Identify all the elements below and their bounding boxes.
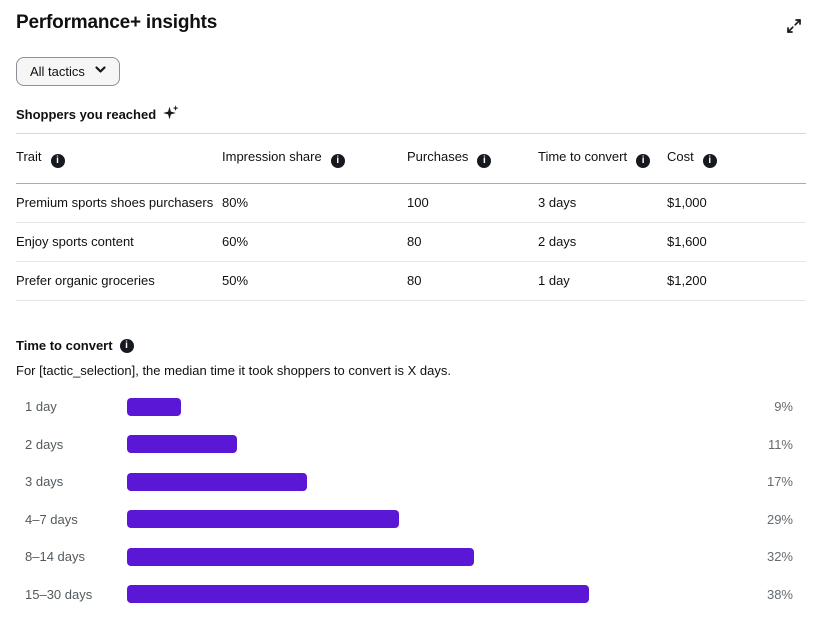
- table-cell: 80%: [222, 183, 407, 223]
- chart-category-label: 8–14 days: [25, 549, 85, 565]
- traits-table-header: Trait i Impression share i Purchases i Time…: [16, 133, 806, 184]
- table-cell: 2 days: [538, 222, 667, 262]
- time-to-convert-description: For [tactic_selection], the median time …: [16, 363, 451, 378]
- bar: [127, 472, 307, 491]
- chart-category-label: 2 days: [25, 436, 64, 452]
- col-header-cost: Cost i: [667, 133, 806, 184]
- col-header-label: Purchases: [407, 149, 469, 164]
- shoppers-reached-heading: Shoppers you reached: [16, 105, 806, 125]
- trait-cell: Enjoy sports content: [16, 222, 222, 262]
- bar-track: [118, 397, 754, 416]
- col-header-trait: Trait i: [16, 133, 222, 184]
- table-cell: $1,000: [667, 183, 806, 223]
- bar: [127, 510, 399, 529]
- col-header-label: Trait: [16, 149, 42, 164]
- tactics-dropdown-label: All tactics: [30, 63, 85, 79]
- table-cell: 80: [407, 222, 538, 262]
- shoppers-reached-heading-label: Shoppers you reached: [16, 107, 157, 122]
- table-cell: $1,200: [667, 261, 806, 301]
- table-cell: 60%: [222, 222, 407, 262]
- info-icon[interactable]: i: [477, 154, 492, 168]
- chart-row: 3 days 17%: [16, 463, 806, 501]
- table-row: Enjoy sports content 60% 80 2 days $1,600: [16, 222, 806, 262]
- table-row: Premium sports shoes purchasers 80% 100 3 d…: [16, 183, 806, 223]
- table-cell: $1,600: [667, 222, 806, 262]
- time-to-convert-heading: Time to convert i: [16, 338, 806, 354]
- table-cell: 50%: [222, 261, 407, 301]
- chart-row: 4–7 days 29%: [16, 501, 806, 539]
- traits-table: Trait i Impression share i Purchases i Time…: [16, 133, 806, 301]
- bar-track: [118, 585, 754, 604]
- time-to-convert-heading-label: Time to convert: [16, 338, 113, 353]
- trait-cell: Premium sports shoes purchasers: [16, 183, 222, 223]
- bar: [127, 585, 589, 604]
- chart-category-label: 15–30 days: [25, 586, 93, 602]
- bar-track: [118, 547, 754, 566]
- col-header-time-to-convert: Time to convert i: [538, 133, 667, 184]
- time-to-convert-chart: 1 day 9% 2 days 11% 3 days 17% 4–7 days 29% 8–14…: [16, 388, 806, 613]
- expand-button[interactable]: [782, 14, 806, 41]
- chart-category-label: 3 days: [25, 474, 64, 490]
- chart-row: 8–14 days 32%: [16, 538, 806, 576]
- bar: [127, 435, 237, 454]
- chart-row: 15–30 days 38%: [16, 576, 806, 614]
- chart-value-label: 11%: [767, 436, 793, 452]
- bar: [127, 547, 474, 566]
- tactics-dropdown[interactable]: All tactics: [16, 57, 120, 86]
- page-title: Performance+ insights: [16, 12, 218, 33]
- col-header-label: Time to convert: [538, 149, 628, 164]
- table-cell: 80: [407, 261, 538, 301]
- chevron-down-icon: [94, 63, 107, 80]
- col-header-label: Impression share: [222, 149, 322, 164]
- bar-track: [118, 435, 754, 454]
- chart-category-label: 1 day: [25, 399, 57, 415]
- info-icon[interactable]: i: [702, 154, 717, 168]
- trait-cell: Prefer organic groceries: [16, 261, 222, 301]
- chart-value-label: 32%: [766, 549, 793, 565]
- bar: [127, 397, 181, 416]
- info-icon[interactable]: i: [50, 154, 65, 168]
- table-cell: 100: [407, 183, 538, 223]
- bar-track: [118, 472, 754, 491]
- traits-table-body: Premium sports shoes purchasers 80% 100 3 d…: [16, 183, 806, 301]
- header: Performance+ insights: [16, 0, 806, 41]
- col-header-label: Cost: [667, 149, 694, 164]
- table-cell: 1 day: [538, 261, 667, 301]
- chart-value-label: 17%: [766, 474, 793, 490]
- col-header-impression-share: Impression share i: [222, 133, 407, 184]
- bar-track: [118, 510, 754, 529]
- expand-icon: [786, 19, 802, 37]
- chart-category-label: 4–7 days: [25, 511, 78, 527]
- chart-value-label: 9%: [774, 399, 793, 415]
- sparkle-icon: [163, 105, 179, 125]
- info-icon[interactable]: i: [330, 154, 345, 168]
- table-row: Prefer organic groceries 50% 80 1 day $1,200: [16, 261, 806, 301]
- chart-value-label: 29%: [766, 511, 793, 527]
- info-icon[interactable]: i: [119, 339, 134, 353]
- table-cell: 3 days: [538, 183, 667, 223]
- col-header-purchases: Purchases i: [407, 133, 538, 184]
- info-icon[interactable]: i: [636, 154, 651, 168]
- chart-value-label: 38%: [766, 586, 793, 602]
- chart-row: 2 days 11%: [16, 426, 806, 464]
- chart-row: 1 day 9%: [16, 388, 806, 426]
